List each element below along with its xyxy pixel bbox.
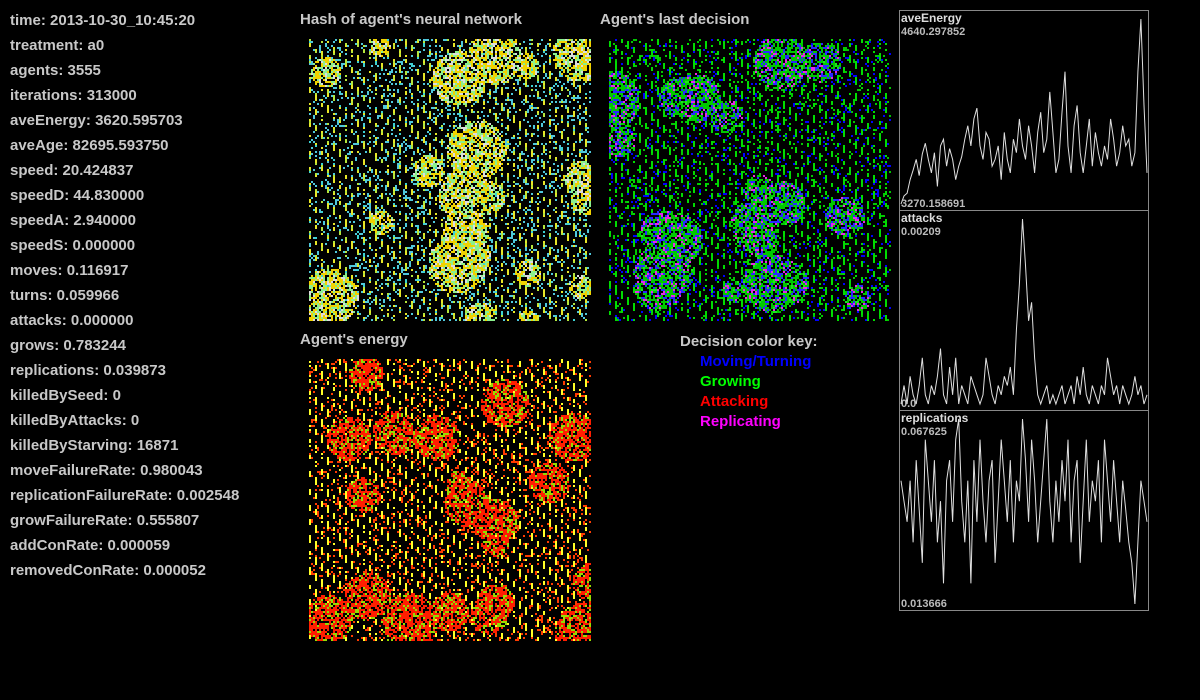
key-item-replicating: Replicating	[700, 413, 781, 430]
key-item-growing: Growing	[700, 373, 761, 390]
stat-label: killedByStarving	[10, 437, 128, 454]
stat-value: 0.980043	[140, 462, 203, 479]
stat-value: 20.424837	[62, 162, 134, 179]
stat-value: 0	[130, 412, 140, 429]
stat-value: 0.039873	[103, 362, 166, 379]
graph-name: replications	[901, 411, 969, 425]
graph-line	[900, 18, 1148, 205]
stat-time: time: 2013-10-30_10:45:20	[10, 12, 196, 29]
stat-moveFailureRate: moveFailureRate: 0.980043	[10, 462, 203, 479]
stat-addConRate: addConRate: 0.000059	[10, 537, 171, 554]
graph-min: 0.013666	[901, 598, 947, 610]
stat-killedByAttacks: killedByAttacks: 0	[10, 412, 140, 429]
hash-map-title: Hash of agent's neural network	[300, 11, 522, 28]
stat-treatment: treatment: a0	[10, 37, 105, 54]
stat-value: 0.116917	[66, 262, 129, 279]
stat-iterations: iterations: 313000	[10, 87, 137, 104]
stat-value: 0	[112, 387, 121, 404]
decision-map-title: Agent's last decision	[600, 11, 750, 28]
stat-value: 82695.593750	[72, 137, 169, 154]
stat-aveAge: aveAge: 82695.593750	[10, 137, 169, 154]
graph-series-line	[900, 418, 1148, 605]
stat-label: replicationFailureRate	[10, 487, 168, 504]
stat-value: 3620.595703	[95, 112, 183, 129]
stat-value: 0.783244	[63, 337, 126, 354]
stat-label: moveFailureRate	[10, 462, 131, 479]
stat-label: speedS	[10, 237, 64, 254]
decision-key-title: Decision color key:	[680, 333, 818, 350]
stat-value: 0.555807	[136, 512, 200, 529]
stat-label: killedByAttacks	[10, 412, 122, 429]
key-item-moving: Moving/Turning	[700, 353, 812, 370]
graph-line	[900, 218, 1148, 406]
graph-name: aveEnergy	[901, 11, 962, 25]
stat-replications: replications: 0.039873	[10, 362, 166, 379]
graph-min: 0.0	[901, 398, 917, 410]
stat-label: speedD	[10, 187, 65, 204]
stat-speedS: speedS: 0.000000	[10, 237, 136, 254]
hash-map	[309, 39, 591, 321]
stat-value: 3555	[67, 62, 101, 79]
stat-removedConRate: removedConRate: 0.000052	[10, 562, 206, 579]
stat-label: addConRate	[10, 537, 99, 554]
stat-label: removedConRate	[10, 562, 135, 579]
graph-min: 3270.158691	[901, 198, 966, 210]
stat-label: speedA	[10, 212, 65, 229]
stat-aveEnergy: aveEnergy: 3620.595703	[10, 112, 183, 129]
stat-value: 16871	[136, 437, 179, 454]
stat-value: 0.000052	[143, 562, 206, 579]
graph-series-line	[900, 18, 1148, 205]
stat-speed: speed: 20.424837	[10, 162, 134, 179]
stat-turns: turns: 0.059966	[10, 287, 120, 304]
stat-killedByStarving: killedByStarving: 16871	[10, 437, 179, 454]
key-item-attacking: Attacking	[700, 393, 769, 410]
stat-label: time	[10, 12, 41, 29]
stat-value: 0.000059	[107, 537, 171, 554]
graph-max: 0.067625	[901, 426, 947, 438]
stat-speedA: speedA: 2.940000	[10, 212, 136, 229]
stat-label: growFailureRate	[10, 512, 128, 529]
stat-value: 2.940000	[73, 212, 136, 229]
graph-line	[900, 418, 1148, 605]
graph-attacks: attacks 0.00209 0.0	[899, 210, 1149, 411]
energy-map	[309, 359, 591, 641]
graph-series-line	[900, 218, 1148, 406]
graph-name: attacks	[901, 211, 943, 225]
stat-moves: moves: 0.116917	[10, 262, 129, 279]
stat-value: 313000	[86, 87, 137, 104]
stat-grows: grows: 0.783244	[10, 337, 126, 354]
energy-map-title: Agent's energy	[300, 331, 408, 348]
stat-value: 0.002548	[176, 487, 240, 504]
stats-panel: time: 2013-10-30_10:45:20 treatment: a0 ag…	[10, 11, 239, 586]
stat-label: replications	[10, 362, 95, 379]
stat-value: 2013-10-30_10:45:20	[50, 12, 196, 29]
stat-value: 0.000000	[70, 312, 134, 329]
stat-label: aveAge	[10, 137, 64, 154]
stat-label: speed	[10, 162, 54, 179]
stat-attacks: attacks: 0.000000	[10, 312, 134, 329]
stat-label: turns	[10, 287, 48, 304]
graph-replications: replications 0.067625 0.013666	[899, 410, 1149, 611]
stat-value: a0	[87, 37, 105, 54]
stat-label: grows	[10, 337, 55, 354]
stat-label: attacks	[10, 312, 62, 329]
stat-growFailureRate: growFailureRate: 0.555807	[10, 512, 200, 529]
stat-label: moves	[10, 262, 58, 279]
decision-map	[609, 39, 891, 321]
stat-value: 0.059966	[56, 287, 120, 304]
stat-agents: agents: 3555	[10, 62, 101, 79]
stat-label: aveEnergy	[10, 112, 86, 129]
graph-ave-energy: aveEnergy 4640.297852 3270.158691	[899, 10, 1149, 211]
stat-label: treatment	[10, 37, 79, 54]
stat-value: 44.830000	[73, 187, 145, 204]
graph-max: 4640.297852	[901, 26, 966, 38]
stat-replicationFailureRate: replicationFailureRate: 0.002548	[10, 487, 240, 504]
stat-label: killedBySeed	[10, 387, 104, 404]
stat-killedBySeed: killedBySeed: 0	[10, 387, 121, 404]
stat-label: iterations	[10, 87, 78, 104]
graph-max: 0.00209	[901, 226, 941, 238]
stat-speedD: speedD: 44.830000	[10, 187, 145, 204]
stat-value: 0.000000	[72, 237, 136, 254]
stat-label: agents	[10, 62, 59, 79]
